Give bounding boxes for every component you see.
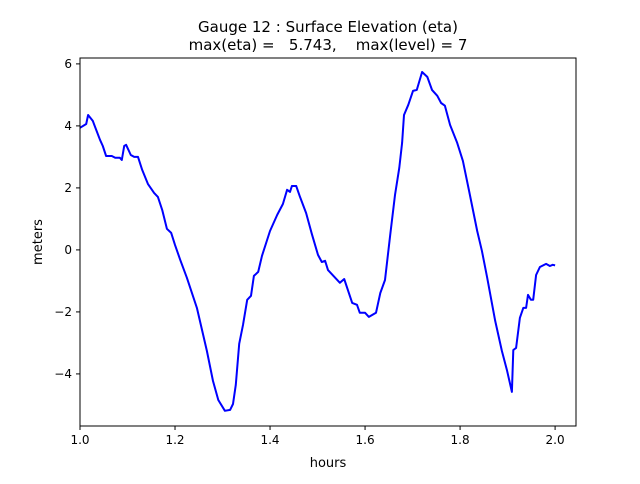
axes-frame [79, 57, 577, 427]
y-tick-label: 2 [64, 181, 72, 195]
x-tick-label: 2.0 [546, 433, 565, 447]
x-tick-label: 1.0 [70, 433, 89, 447]
x-tick-label: 1.4 [260, 433, 279, 447]
y-tick-label: 6 [64, 57, 72, 71]
x-axis-label: hours [310, 456, 347, 471]
chart-subtitle: max(eta) = 5.743, max(level) = 7 [189, 36, 468, 54]
x-tick-label: 1.8 [451, 433, 470, 447]
y-tick-label: −4 [54, 367, 72, 381]
chart-title: Gauge 12 : Surface Elevation (eta) [198, 18, 458, 36]
plot-area: 1.0 1.2 1.4 1.6 1.8 2.0 −4 −2 0 2 4 6 [54, 57, 577, 447]
x-tick-label: 1.6 [356, 433, 375, 447]
y-tick-label: 0 [64, 243, 72, 257]
y-tick-label: −2 [54, 305, 72, 319]
y-tick-label: 4 [64, 119, 72, 133]
x-tick-label: 1.2 [165, 433, 184, 447]
series-line-0 [79, 71, 556, 412]
y-axis-label: meters [31, 219, 46, 265]
